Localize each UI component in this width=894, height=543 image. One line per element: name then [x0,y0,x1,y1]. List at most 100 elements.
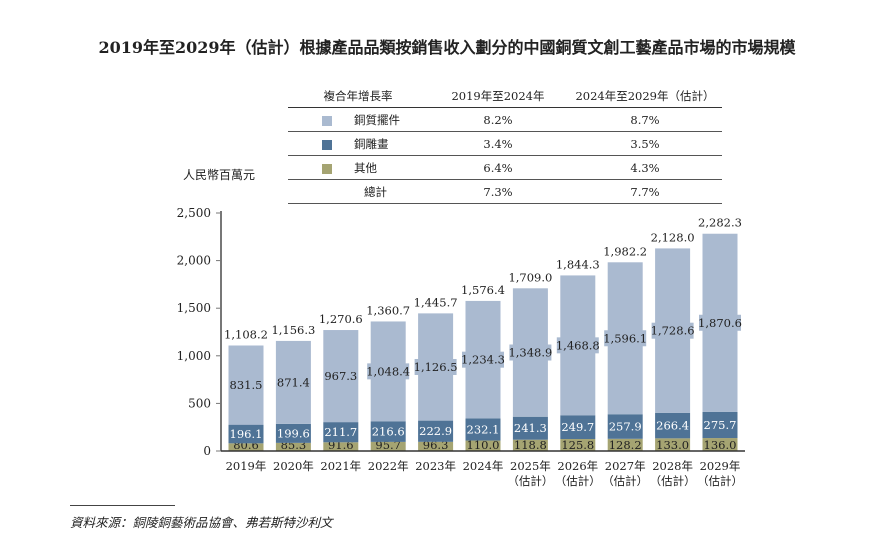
data-label-bg [509,344,552,361]
data-label-bg [414,358,457,375]
data-label: 1,870.6 [698,316,742,330]
bar-segment [655,412,691,439]
total-label: 1,360.7 [366,303,410,317]
cagr-header-period1: 2019年至2024年 [451,88,545,103]
x-tick-label: （估計） [507,474,553,488]
cagr-label: 其他 [288,156,428,180]
cagr-row: 銅雕畫 3.4% 3.5% [288,132,722,156]
data-label: 232.1 [467,422,500,436]
data-label-bg [699,314,741,331]
x-tick-label: 2019年 [226,459,267,473]
bar-segment [228,443,264,451]
total-label: 2,128.0 [651,230,695,244]
y-tick-label: 1,500 [177,301,211,315]
x-tick-label: （估計） [650,474,696,488]
x-tick-label: 2028年 [652,459,693,473]
data-label: 1,348.9 [508,346,552,360]
data-label: 1,596.1 [603,331,647,345]
data-label: 1,234.3 [461,353,505,367]
bar-segment [370,421,406,442]
total-label: 1,108.2 [224,327,268,341]
bar-segment [607,438,643,451]
bar-segment [512,439,548,451]
bar-segment [275,442,311,451]
cagr-value: 8.7% [630,112,660,127]
y-tick-label: 2,000 [177,254,211,268]
y-tick-label: 0 [203,444,211,458]
bar-segment [370,441,406,451]
data-label: 222.9 [419,424,452,438]
data-label: 249.7 [561,420,594,434]
cagr-row: 總計 7.3% 7.7% [288,180,722,204]
bar-segment [560,439,596,451]
x-tick-label: 2021年 [320,459,361,473]
bar-segment [275,423,311,443]
total-label: 1,576.4 [461,283,505,297]
legend-swatch [322,163,332,174]
x-tick-label: 2022年 [368,459,409,473]
bar-segment [465,418,501,441]
total-label: 1,844.3 [556,257,600,271]
y-axis-label: 人民幣百萬元 [183,168,256,182]
bar-segment [323,330,359,423]
legend-swatch [322,115,332,126]
total-label: 2,282.3 [698,216,742,230]
data-label-bg [604,330,647,347]
total-label: 1,709.0 [508,270,552,284]
bar-segment [418,420,454,442]
source-divider [70,505,175,506]
cagr-label: 總計 [288,180,428,204]
x-tick-label: （估計） [602,474,648,488]
chart-title: 2019年至2029年（估計）根據產品品類按銷售收入劃分的中國銅質文創工藝產品市… [98,38,796,57]
bar-segment [607,414,643,439]
data-label: 196.1 [230,427,263,441]
cagr-header-period2: 2024年至2029年（估計） [575,88,715,103]
x-tick-label: （估計） [555,474,601,488]
data-label: 211.7 [324,425,357,439]
cagr-label: 銅質擺件 [288,108,428,132]
cagr-row: 其他 6.4% 4.3% [288,156,722,180]
x-tick-label: 2024年 [463,459,504,473]
data-label: 128.2 [609,438,642,452]
cagr-label: 銅雕畫 [288,132,428,156]
bar-segment [512,416,548,440]
cagr-value: 3.4% [483,136,513,151]
bar-segment [228,424,264,444]
data-label-bg [556,337,599,354]
x-tick-label: 2020年 [273,459,314,473]
data-label: 1,728.6 [651,324,695,338]
legend-swatch [322,139,332,150]
legend-label: 其他 [354,160,377,175]
total-label: 1,156.3 [271,323,315,337]
x-tick-label: 2026年 [557,459,598,473]
bar-segment [228,345,264,425]
data-label: 125.8 [561,438,594,452]
legend-label: 總計 [364,184,387,199]
cagr-table: 複合年增長率 2019年至2024年 2024年至2029年（估計） 銅質擺件 … [288,84,722,204]
bar-segment [702,411,738,439]
bar-segment [465,440,501,451]
data-label: 266.4 [656,419,689,433]
data-label: 133.0 [656,438,689,452]
data-label: 199.6 [277,426,310,440]
bar-segment [323,422,359,443]
data-label: 241.3 [514,421,547,435]
cagr-row: 銅質擺件 8.2% 8.7% [288,108,722,132]
data-label: 831.5 [230,378,263,392]
total-label: 1,982.2 [603,244,647,258]
data-label: 257.9 [609,420,642,434]
data-label: 216.6 [372,425,405,439]
x-tick-label: 2025年 [510,459,551,473]
x-tick-label: 2023年 [415,459,456,473]
bar-segment [702,438,738,451]
data-label: 967.3 [324,369,357,383]
cagr-value: 3.5% [630,136,660,151]
x-tick-label: 2029年 [700,459,741,473]
data-label: 118.8 [514,438,547,452]
bar-segment [560,415,596,440]
cagr-value: 6.4% [483,160,513,175]
bar-segment [323,442,359,451]
y-tick-label: 1,000 [177,349,211,363]
legend-label: 銅雕畫 [354,136,389,151]
